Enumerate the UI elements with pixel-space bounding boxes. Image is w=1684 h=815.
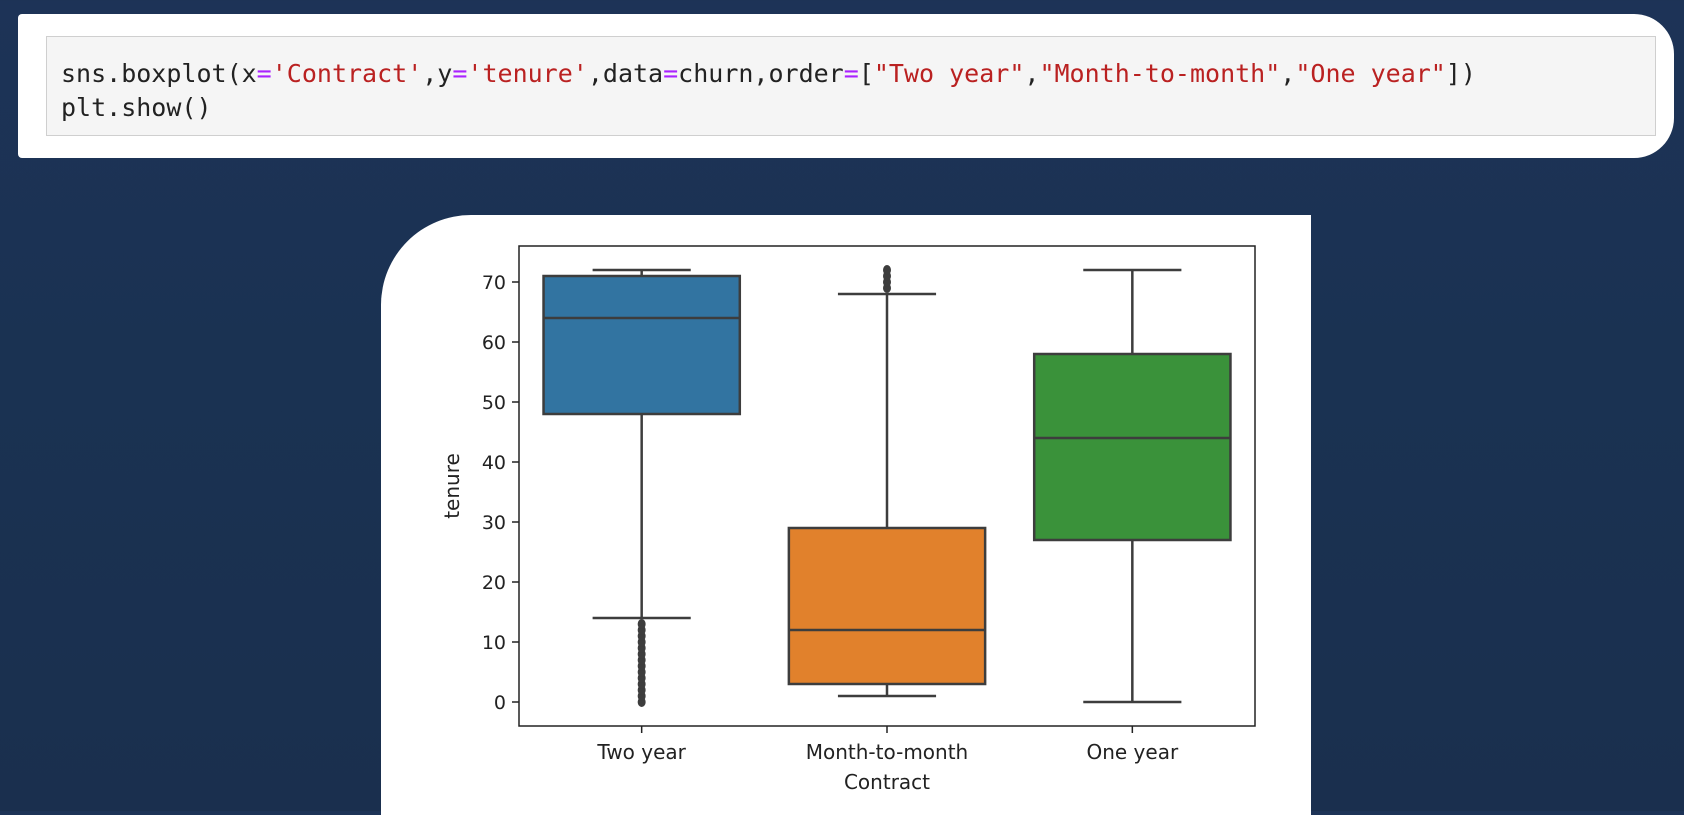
y-tick-label: 50 bbox=[482, 392, 506, 414]
y-tick-label: 70 bbox=[482, 272, 506, 294]
box-1 bbox=[789, 528, 985, 684]
code-cell[interactable]: sns.boxplot(x='Contract',y='tenure',data… bbox=[18, 14, 1674, 158]
y-tick-label: 40 bbox=[482, 452, 506, 474]
outlier-point bbox=[638, 619, 646, 629]
y-tick-label: 60 bbox=[482, 332, 506, 354]
box-2 bbox=[1034, 354, 1230, 540]
box-0 bbox=[544, 276, 740, 414]
code-string: "Two year" bbox=[874, 59, 1025, 88]
code-string: 'tenure' bbox=[467, 59, 587, 88]
x-tick-label: Two year bbox=[596, 740, 686, 764]
code-token: , bbox=[1024, 59, 1039, 88]
y-tick-label: 10 bbox=[482, 632, 506, 654]
code-token: ,y bbox=[422, 59, 452, 88]
code-operator: = bbox=[452, 59, 467, 88]
y-axis-label: tenure bbox=[440, 453, 464, 519]
code-editor[interactable]: sns.boxplot(x='Contract',y='tenure',data… bbox=[46, 36, 1656, 136]
code-operator: = bbox=[257, 59, 272, 88]
x-axis-label: Contract bbox=[844, 770, 930, 794]
code-line-2: plt.show() bbox=[61, 93, 212, 122]
code-operator: = bbox=[663, 59, 678, 88]
output-panel: 0 10 20 30 40 50 60 70 Two year Month-to-month One… bbox=[381, 215, 1311, 815]
code-token: [ bbox=[859, 59, 874, 88]
boxplot-chart: 0 10 20 30 40 50 60 70 Two year Month-to-month One… bbox=[381, 215, 1311, 815]
outlier-point bbox=[883, 265, 891, 275]
code-line-1: sns.boxplot(x='Contract',y='tenure',data… bbox=[61, 59, 1476, 88]
y-tick-label: 0 bbox=[494, 692, 506, 714]
x-tick-label: Month-to-month bbox=[806, 740, 968, 764]
code-operator: = bbox=[844, 59, 859, 88]
code-string: "Month-to-month" bbox=[1039, 59, 1280, 88]
x-tick-label: One year bbox=[1086, 740, 1178, 764]
code-token: ,data bbox=[588, 59, 663, 88]
code-string: "One year" bbox=[1295, 59, 1446, 88]
code-token: ]) bbox=[1446, 59, 1476, 88]
y-tick-label: 30 bbox=[482, 512, 506, 534]
code-string: 'Contract' bbox=[272, 59, 423, 88]
y-tick-label: 20 bbox=[482, 572, 506, 594]
code-token: churn,order bbox=[678, 59, 844, 88]
code-token: sns.boxplot(x bbox=[61, 59, 257, 88]
code-token: , bbox=[1280, 59, 1295, 88]
